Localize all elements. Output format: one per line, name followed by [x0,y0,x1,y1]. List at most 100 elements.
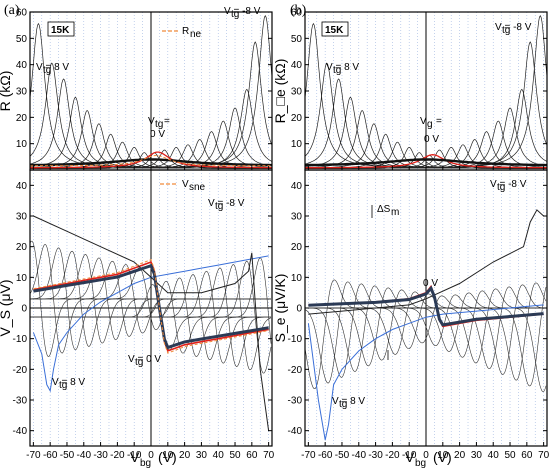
temperature-label-a: 15K [51,25,70,36]
annot-b-top-vtg8: V = 8 V [326,62,359,73]
x-axis-title-b: V [405,449,415,465]
x-tick-label: -30 [93,450,108,461]
x-tick-label: 10 [437,450,449,461]
y-tick-label: 10 [16,273,28,284]
y-tick-label: 10 [291,139,303,150]
y-tick-label: 10 [291,273,303,284]
x-tick-label: 70 [538,450,550,461]
annot-a-top-vtg0-eq: = [164,116,170,127]
y-tick-label: -20 [13,365,28,376]
annot-b-bot-vtg8: V = 8 V [332,396,365,407]
x-tick-label: -70 [26,450,41,461]
x-axis-unit-a: (V) [158,449,177,465]
series-vtg-minus-8 [33,215,270,431]
annot-a-top-vtg0-val: 0 V [150,129,165,140]
temperature-box-b [321,21,349,37]
y-tick-label: 50 [291,34,303,45]
y-tick-label: 60 [291,8,303,19]
temperature-box-a [47,21,75,37]
annot-a-bot-vtg8: V = 8 V [52,377,85,388]
y-tick-label: -20 [288,365,303,376]
annot-b-bot-vtg8-sub: tg [339,399,347,410]
x-tick-label: 0 [148,450,154,461]
x-tick-label: -60 [43,450,58,461]
x-axis-title-a-sub: bg [140,458,151,469]
series-vtg-minus-8 [308,209,544,315]
x-tick-label: 30 [471,450,483,461]
x-axis-title-a: V [130,449,140,465]
annot-a-top-vtgm8: V = -8 V [224,6,261,17]
x-tick-label: 20 [454,450,466,461]
plot-a-bottom: -40 -30 -20 -10 0 10 20 30 40 V_S (μV) [0,169,273,447]
y-tick-label: 60 [16,8,28,19]
y-axis-title: V_S (μV) [0,279,13,336]
x-tick-label: -50 [60,450,75,461]
legend-rne-label: R [182,26,189,37]
y-tick-label: 10 [16,139,28,150]
y-tick-label: 30 [291,212,303,223]
x-tick-label: -40 [352,450,367,461]
x-tick-label: -40 [77,450,92,461]
annot-a-bot-vtg0: V = 0 V [128,354,161,365]
baseline-curve [305,158,547,167]
x-tick-label: 60 [246,450,258,461]
y-tick-label: 30 [291,87,303,98]
y-tick-label: -40 [288,426,303,437]
annot-b-bot-vtgm8-sub: tg [497,182,505,193]
annot-b-top-vtg0-eq: = [436,116,442,127]
x-tick-label: 40 [213,450,225,461]
y-tick-label: 40 [16,181,28,192]
y-tick-label: -10 [288,334,303,345]
temperature-label-b: 15K [325,25,344,36]
plot-a-top: 10 20 30 40 50 60 R (kΩ) [0,8,273,171]
averaged-curve [33,263,269,350]
x-axis-title-b-sub: bg [415,458,426,469]
x-tick-label: 70 [263,450,275,461]
y-tick-label: 30 [16,87,28,98]
x-tick-label: -70 [301,450,316,461]
y-tick-label: 0 [21,304,27,315]
annot-a-top-vtg8: V = 8 V [36,62,69,73]
annot-b-bot-vtgm8: V = -8 V [490,179,527,190]
annot-b-bot-dsm-sub: m [391,207,399,218]
x-tick-label: -20 [110,450,125,461]
annot-b-top-vtg0-sub: g [427,119,433,130]
y-tick-label: 20 [16,113,28,124]
series-sne [33,259,269,354]
annot-a-bot-vtg0-sub: tg [135,357,143,368]
thermopower-curve [30,267,271,331]
x-tick-label: 0 [423,450,429,461]
y-tick-label: 50 [16,34,28,45]
y-tick-label: 40 [16,60,28,71]
annot-b-top-vtg0-v: V [420,116,427,127]
x-tick-label: 20 [179,450,191,461]
panel-label-a: (a) [4,3,20,18]
series-vtg-0 [305,154,547,169]
x-tick-label: -10 [402,450,417,461]
annot-a-bot-vtgm8-sub: tg [215,201,223,212]
y-axis-title: R (kΩ) [0,71,13,112]
y-axis-title: R_□e (kΩ) [272,59,288,124]
annot-b-top-vtg8-sub: tg [333,65,341,76]
x-axis-unit-b: (V) [433,449,452,465]
y-tick-label: 20 [291,242,303,253]
annot-a-bot-vtg8-sub: tg [59,380,67,391]
annot-a-top-vtgm8-sub: tg [231,9,239,20]
annot-b-bot-vtg0: 0 V [423,278,438,289]
series-vtg-8 [307,304,544,441]
x-tick-label: 50 [229,450,241,461]
annot-b-top-vtg0-val: 0 V [424,134,439,145]
x-tick-label: -10 [127,450,142,461]
annot-a-top-vtg0-sub: tg [155,119,163,130]
annot-b-bot-dsm: ΔS [377,204,391,215]
annot-a-top-vtg0-v: V [148,116,155,127]
thermopower-curve [30,257,272,344]
averaged-curve [308,285,544,327]
y-tick-label: 0 [296,304,302,315]
series-vtg-0 [30,151,272,169]
y-tick-label: 40 [291,181,303,192]
annot-a-top-vtg8-sub: tg [43,65,51,76]
legend-sne-label: V [182,179,189,190]
series-rne [30,154,272,167]
